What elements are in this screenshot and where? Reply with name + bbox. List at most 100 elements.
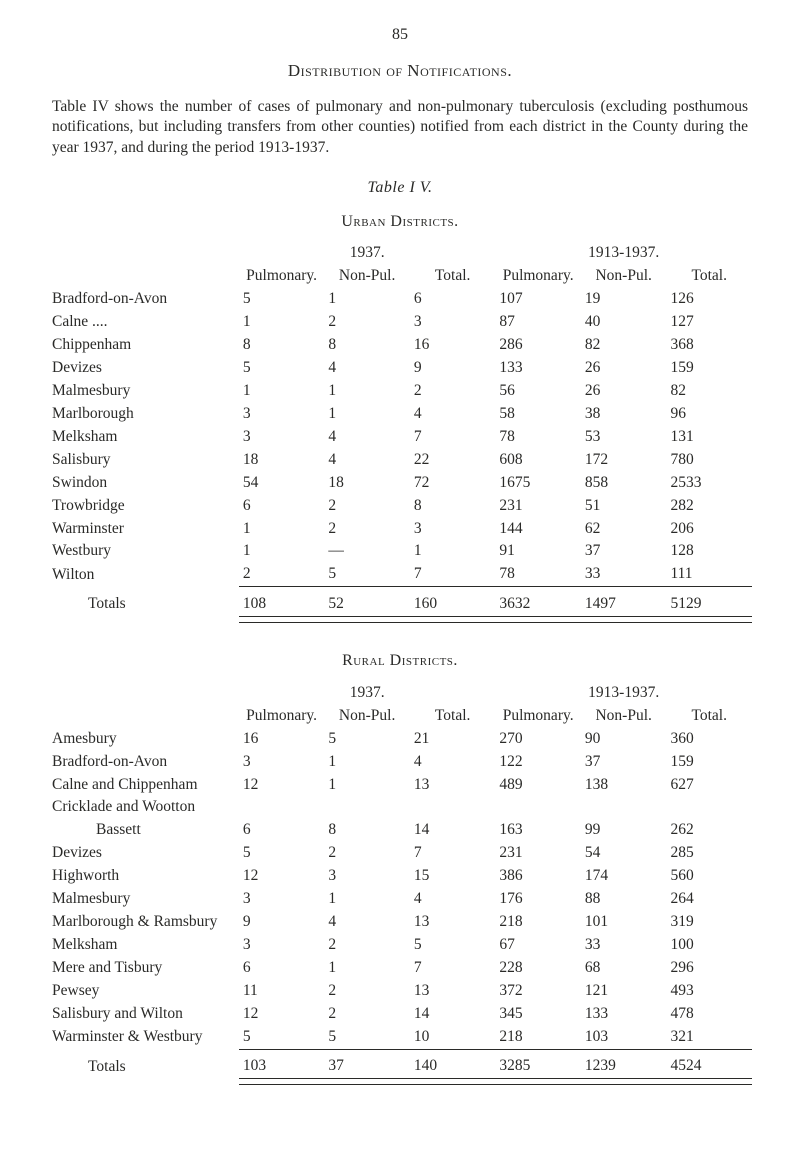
cell-n37: 2 [324,495,410,518]
cell-n13: 133 [581,1003,667,1026]
table-row: Melksham3477853131 [48,426,752,449]
cell-n37: 8 [324,334,410,357]
table-row: Calne and Chippenham12113489138627 [48,774,752,797]
cell-p37: 6 [239,957,325,980]
rural-table: 1937. 1913-1937. Pulmonary. Non-Pul. Tot… [48,682,752,1091]
cell-p13: 228 [495,957,581,980]
cell-n37: 2 [324,980,410,1003]
district-name: Warminster & Westbury [48,1026,239,1049]
district-name: Cricklade and Wootton [48,796,239,819]
col-pulmonary-2: Pulmonary. [495,265,581,288]
cell-t13: 321 [666,1026,752,1049]
urban-totals-n13: 1497 [581,593,667,616]
cell-p37: 12 [239,1003,325,1026]
district-name: Highworth [48,865,239,888]
cell-p37: 5 [239,288,325,311]
cell-p37: 1 [239,540,325,563]
cell-t37: 14 [410,819,496,842]
rural-totals-t13: 4524 [666,1055,752,1078]
cell-p37: 8 [239,334,325,357]
district-name: Malmesbury [48,888,239,911]
col-pulmonary-2: Pulmonary. [495,705,581,728]
cell-p13: 608 [495,449,581,472]
cell-n13: 103 [581,1026,667,1049]
cell-n37: 1 [324,888,410,911]
cell-p13: 163 [495,819,581,842]
urban-totals-p37: 108 [239,593,325,616]
cell-p13: 218 [495,911,581,934]
cell-t37: 15 [410,865,496,888]
cell-p37: 5 [239,842,325,865]
cell-p13: 91 [495,540,581,563]
cell-p37: 12 [239,774,325,797]
cell-t37: 5 [410,934,496,957]
urban-year-1937: 1937. [239,242,496,265]
cell-p37: 16 [239,728,325,751]
cell-p13: 58 [495,403,581,426]
cell-t13: 159 [666,751,752,774]
cell-t13: 127 [666,311,752,334]
table-row: Bassett681416399262 [48,819,752,842]
cell-n13: 174 [581,865,667,888]
rural-totals-n13: 1239 [581,1055,667,1078]
col-nonpul: Non-Pul. [324,705,410,728]
district-name: Mere and Tisbury [48,957,239,980]
cell-p37: 6 [239,819,325,842]
rural-totals-p37: 103 [239,1055,325,1078]
table-row: Wilton2577833111 [48,563,752,586]
cell-t13: 100 [666,934,752,957]
cell-p37: 6 [239,495,325,518]
cell-t37: 7 [410,563,496,586]
cell-n13: 53 [581,426,667,449]
cell-n37: 5 [324,563,410,586]
section-title: Distribution of Notifications. [48,60,752,83]
page-number: 85 [48,24,752,46]
cell-t37: 4 [410,888,496,911]
cell-p13: 286 [495,334,581,357]
cell-p13: 78 [495,563,581,586]
cell-t13: 360 [666,728,752,751]
district-name: Pewsey [48,980,239,1003]
district-name: Trowbridge [48,495,239,518]
cell-n37: 1 [324,403,410,426]
district-name: Westbury [48,540,239,563]
cell-n13: 858 [581,472,667,495]
cell-p37: 3 [239,403,325,426]
rural-year-1913-1937: 1913-1937. [495,682,752,705]
cell-n13: 33 [581,934,667,957]
table-row: Pewsey11213372121493 [48,980,752,1003]
urban-totals-label: Totals [48,593,239,616]
district-name: Melksham [48,426,239,449]
cell-n13: 37 [581,540,667,563]
table-row: Salisbury18422608172780 [48,449,752,472]
rural-year-1937: 1937. [239,682,496,705]
cell-t13: 111 [666,563,752,586]
urban-totals-p13: 3632 [495,593,581,616]
cell-n13: 26 [581,380,667,403]
table-row: Bradford-on-Avon31412237159 [48,751,752,774]
col-pulmonary: Pulmonary. [239,705,325,728]
col-total: Total. [410,265,496,288]
cell-p37: 2 [239,563,325,586]
district-name: Devizes [48,842,239,865]
cell-p37: 9 [239,911,325,934]
cell-t13: 206 [666,518,752,541]
col-nonpul: Non-Pul. [324,265,410,288]
cell-p37: 1 [239,518,325,541]
cell-n13: 121 [581,980,667,1003]
table-row: Marlborough & Ramsbury9413218101319 [48,911,752,934]
table-row: Devizes52723154285 [48,842,752,865]
district-name: Bassett [48,819,239,842]
district-name: Calne .... [48,311,239,334]
col-nonpul-2: Non-Pul. [581,705,667,728]
cell-t13: 560 [666,865,752,888]
cell-n37: 1 [324,774,410,797]
cell-t37: 1 [410,540,496,563]
cell-n13: 37 [581,751,667,774]
cell-n13: 54 [581,842,667,865]
cell-p13: 122 [495,751,581,774]
cell-p13: 67 [495,934,581,957]
cell-t37: 3 [410,311,496,334]
rural-totals-row: Totals 103 37 140 3285 1239 4524 [48,1055,752,1078]
cell-n13: 33 [581,563,667,586]
